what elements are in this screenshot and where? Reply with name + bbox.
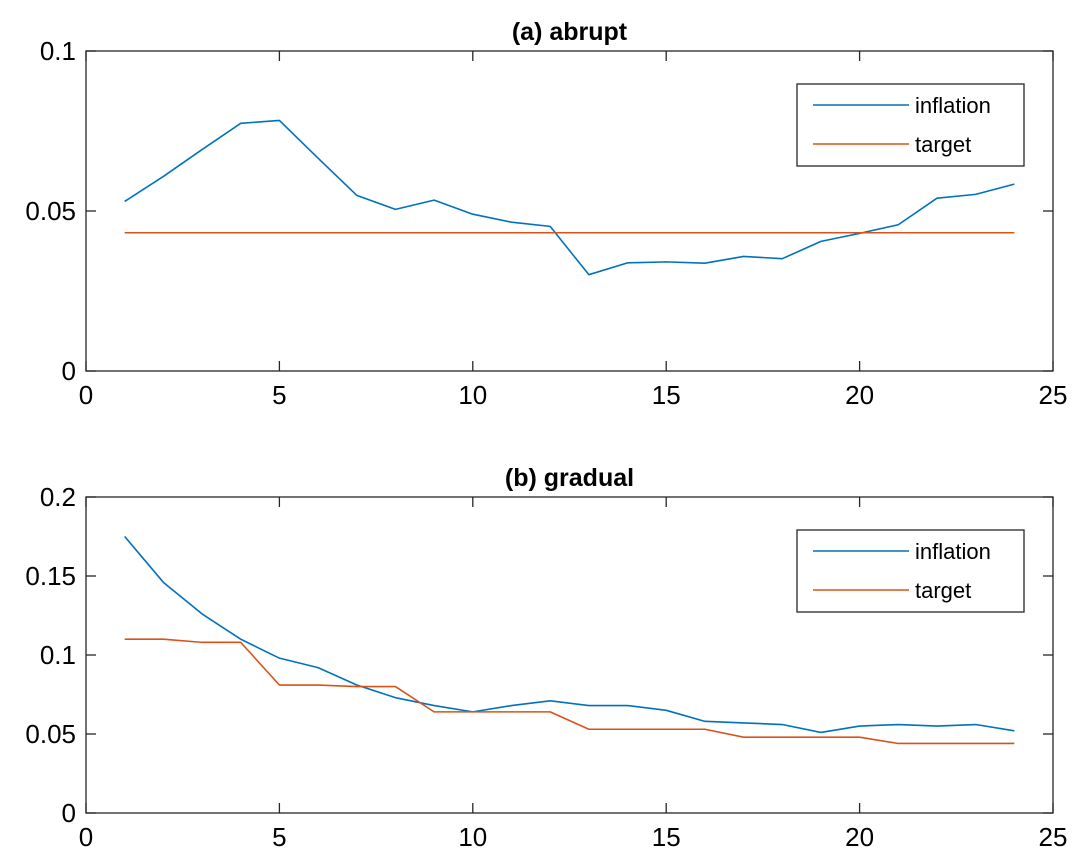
y-tick-label: 0.2 (40, 482, 76, 512)
x-tick-label: 25 (1039, 380, 1068, 410)
y-tick-label: 0.05 (25, 719, 76, 749)
x-tick-label: 0 (79, 822, 93, 852)
legend-label-inflation: inflation (915, 93, 991, 118)
legend-label-target: target (915, 132, 971, 157)
legend: inflation target (796, 529, 1025, 613)
chart-title: (b) gradual (505, 464, 634, 492)
y-tick-label: 0.1 (40, 36, 76, 66)
series-line-inflation (124, 535, 1015, 734)
chart-title: (a) abrupt (512, 18, 628, 46)
x-tick-label: 10 (458, 822, 487, 852)
y-tick-label: 0 (62, 798, 76, 828)
legend: inflation target (796, 83, 1025, 167)
x-tick-label: 20 (845, 380, 874, 410)
y-tick-label: 0.05 (25, 196, 76, 226)
x-tick-label: 15 (652, 822, 681, 852)
legend-box (796, 83, 1025, 167)
x-tick-label: 0 (79, 380, 93, 410)
legend-box (796, 529, 1025, 613)
x-tick-label: 5 (272, 380, 286, 410)
x-tick-label: 20 (845, 822, 874, 852)
chart-panel-1: (a) abrupt 0 5 10 15 20 25 0 0.05 0.1 inflation tar… (25, 18, 1067, 410)
x-tick-label: 5 (272, 822, 286, 852)
x-tick-label: 10 (458, 380, 487, 410)
legend-label-inflation: inflation (915, 539, 991, 564)
y-tick-label: 0.15 (25, 561, 76, 591)
y-tick-label: 0 (62, 356, 76, 386)
chart-panel-2: (b) gradual 0 5 10 15 20 25 0 0.05 0.1 0.15 0.2 infl… (25, 464, 1067, 852)
y-tick-label: 0.1 (40, 640, 76, 670)
x-tick-label: 25 (1039, 822, 1068, 852)
series-line-target (124, 638, 1015, 745)
x-tick-label: 15 (652, 380, 681, 410)
legend-label-target: target (915, 578, 971, 603)
